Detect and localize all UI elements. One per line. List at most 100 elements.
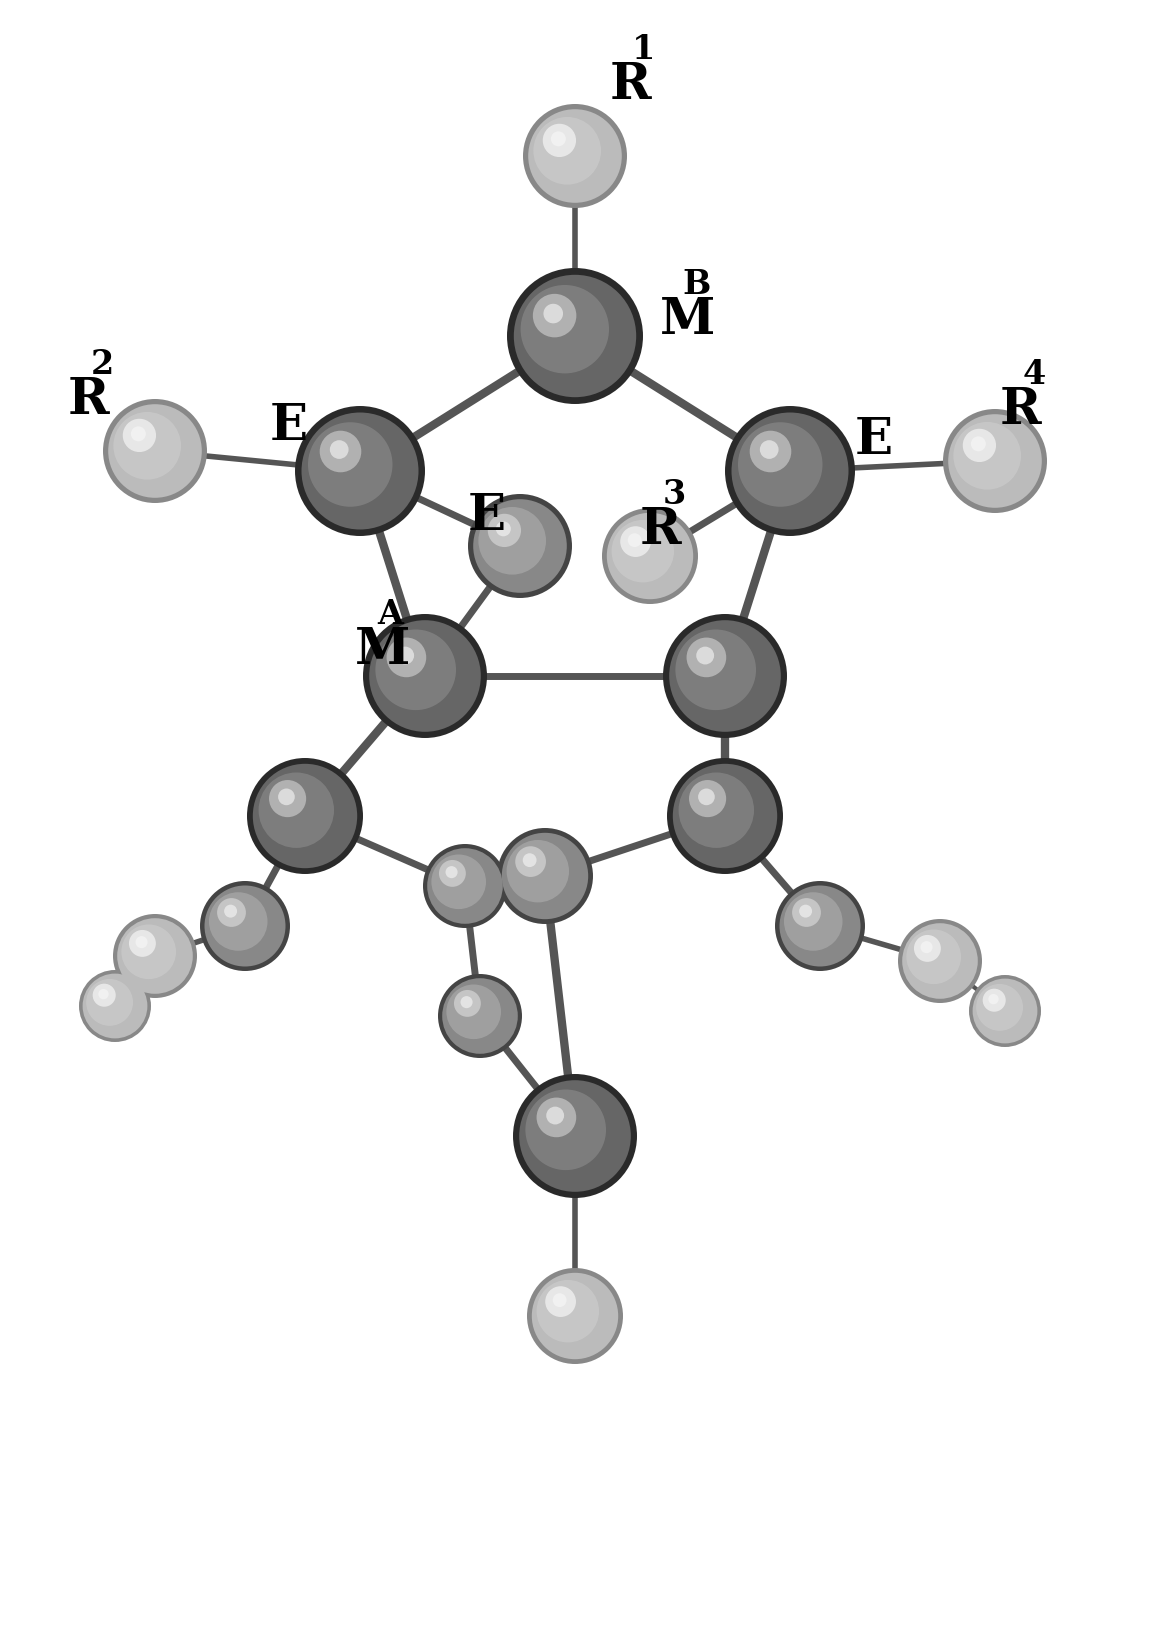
- Circle shape: [205, 886, 285, 966]
- Circle shape: [224, 904, 237, 917]
- Circle shape: [200, 881, 290, 971]
- Circle shape: [526, 1089, 606, 1171]
- Circle shape: [83, 974, 147, 1039]
- Circle shape: [607, 512, 693, 600]
- Circle shape: [963, 429, 996, 462]
- Circle shape: [537, 1098, 576, 1137]
- Circle shape: [612, 520, 674, 582]
- Circle shape: [320, 431, 361, 472]
- Circle shape: [738, 423, 822, 507]
- Circle shape: [973, 979, 1037, 1044]
- Circle shape: [969, 976, 1041, 1047]
- Circle shape: [988, 993, 998, 1005]
- Circle shape: [473, 499, 567, 593]
- Circle shape: [122, 925, 176, 979]
- Circle shape: [949, 415, 1042, 507]
- Text: E: E: [854, 416, 894, 465]
- Circle shape: [136, 937, 147, 948]
- Circle shape: [775, 881, 865, 971]
- Circle shape: [259, 772, 334, 847]
- Circle shape: [397, 647, 414, 665]
- Circle shape: [521, 285, 610, 374]
- Circle shape: [369, 620, 481, 732]
- Circle shape: [308, 423, 392, 507]
- Circle shape: [507, 841, 569, 902]
- Circle shape: [667, 758, 783, 875]
- Text: 2: 2: [91, 348, 114, 380]
- Circle shape: [678, 772, 754, 847]
- Text: M: M: [660, 296, 715, 345]
- Circle shape: [515, 846, 546, 876]
- Text: 1: 1: [632, 33, 655, 67]
- Text: R: R: [1000, 387, 1042, 436]
- Circle shape: [98, 989, 108, 1000]
- Circle shape: [375, 629, 457, 711]
- Circle shape: [527, 1268, 623, 1364]
- Circle shape: [445, 867, 458, 878]
- Circle shape: [131, 426, 146, 441]
- Text: M: M: [355, 626, 411, 675]
- Circle shape: [519, 1080, 631, 1192]
- Circle shape: [750, 431, 791, 472]
- Circle shape: [129, 930, 156, 956]
- Circle shape: [976, 984, 1024, 1031]
- Circle shape: [497, 828, 593, 924]
- Circle shape: [123, 420, 156, 452]
- Circle shape: [330, 441, 348, 459]
- Text: E: E: [270, 402, 308, 450]
- Circle shape: [698, 789, 715, 805]
- Circle shape: [953, 423, 1021, 489]
- Circle shape: [784, 893, 843, 951]
- Circle shape: [478, 507, 546, 574]
- Circle shape: [514, 275, 636, 397]
- Circle shape: [460, 997, 473, 1008]
- Circle shape: [551, 132, 566, 146]
- Circle shape: [920, 941, 933, 953]
- Circle shape: [438, 974, 522, 1059]
- Text: E: E: [468, 491, 506, 540]
- Circle shape: [247, 758, 363, 875]
- Circle shape: [669, 620, 781, 732]
- Circle shape: [423, 844, 507, 928]
- Circle shape: [544, 304, 564, 324]
- Circle shape: [108, 405, 201, 498]
- Circle shape: [209, 893, 268, 951]
- Circle shape: [431, 855, 486, 909]
- Circle shape: [696, 647, 714, 665]
- Circle shape: [971, 436, 986, 452]
- Circle shape: [79, 971, 151, 1042]
- Circle shape: [278, 789, 294, 805]
- Circle shape: [468, 494, 572, 598]
- Circle shape: [93, 984, 116, 1006]
- Circle shape: [454, 990, 481, 1016]
- Circle shape: [523, 854, 537, 867]
- Circle shape: [501, 833, 588, 919]
- Circle shape: [731, 413, 849, 530]
- Circle shape: [898, 919, 982, 1003]
- Circle shape: [546, 1107, 565, 1125]
- Circle shape: [117, 919, 193, 993]
- Circle shape: [689, 780, 726, 818]
- Circle shape: [903, 924, 978, 998]
- Circle shape: [523, 104, 627, 208]
- Circle shape: [664, 615, 787, 738]
- Circle shape: [792, 898, 821, 927]
- Circle shape: [675, 629, 756, 711]
- Circle shape: [446, 984, 501, 1039]
- Circle shape: [906, 930, 961, 984]
- Circle shape: [537, 1280, 599, 1343]
- Circle shape: [943, 410, 1046, 512]
- Circle shape: [86, 979, 133, 1026]
- Circle shape: [799, 904, 812, 917]
- Circle shape: [528, 109, 622, 203]
- Circle shape: [113, 914, 197, 998]
- Text: R: R: [641, 507, 682, 556]
- Circle shape: [620, 527, 651, 558]
- Circle shape: [543, 124, 576, 158]
- Circle shape: [217, 898, 246, 927]
- Circle shape: [601, 507, 698, 603]
- Circle shape: [760, 441, 779, 459]
- Circle shape: [914, 935, 941, 963]
- Circle shape: [724, 406, 854, 537]
- Text: R: R: [610, 62, 652, 111]
